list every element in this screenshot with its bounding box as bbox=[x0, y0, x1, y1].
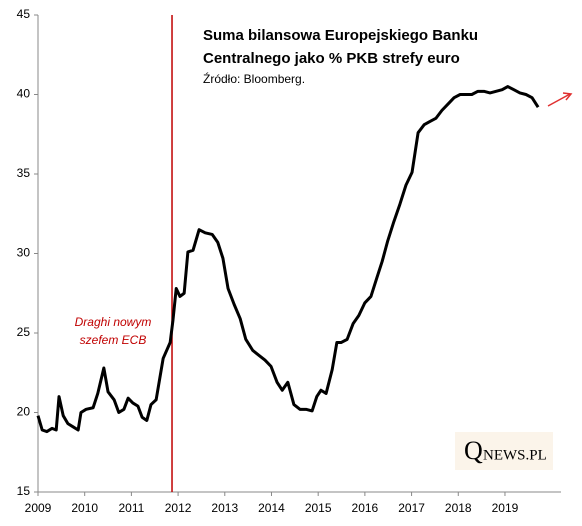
data-line bbox=[36, 85, 540, 434]
x-tick-label: 2009 bbox=[25, 501, 52, 515]
annotation: Draghi nowym bbox=[75, 315, 152, 329]
chart-title: Suma bilansowa Europejskiego Banku bbox=[203, 27, 478, 44]
x-tick-label: 2018 bbox=[445, 501, 472, 515]
y-tick-label: 35 bbox=[17, 166, 31, 180]
chart-subtitle: Źródło: Bloomberg. bbox=[203, 71, 305, 86]
x-tick-label: 2012 bbox=[165, 501, 192, 515]
x-tick-label: 2013 bbox=[211, 501, 238, 515]
annotation: szefem ECB bbox=[80, 333, 147, 347]
y-tick-label: 40 bbox=[17, 87, 31, 101]
y-tick-label: 15 bbox=[17, 484, 31, 498]
x-tick-label: 2014 bbox=[258, 501, 285, 515]
logo: Q bbox=[464, 436, 483, 465]
arrow-head bbox=[562, 92, 573, 101]
y-tick-label: 45 bbox=[17, 7, 31, 21]
y-tick-label: 30 bbox=[17, 246, 31, 260]
x-tick-label: 2010 bbox=[71, 501, 98, 515]
logo-box bbox=[455, 432, 553, 470]
x-tick-label: 2016 bbox=[352, 501, 379, 515]
y-tick-label: 25 bbox=[17, 325, 31, 339]
chart-title: Centralnego jako % PKB strefy euro bbox=[203, 50, 460, 67]
x-tick-label: 2019 bbox=[492, 501, 519, 515]
x-tick-label: 2015 bbox=[305, 501, 332, 515]
x-tick-label: 2017 bbox=[398, 501, 425, 515]
arrow bbox=[547, 93, 571, 107]
y-tick-label: 20 bbox=[17, 405, 31, 419]
logo: NEWS.PL bbox=[483, 447, 547, 463]
x-tick-label: 2011 bbox=[118, 501, 144, 515]
